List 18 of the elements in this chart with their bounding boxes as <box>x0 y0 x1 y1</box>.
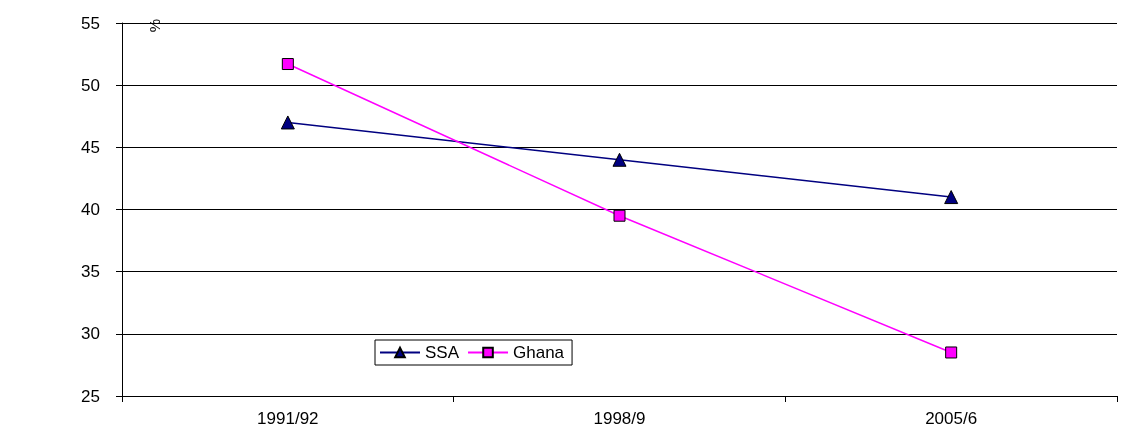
point <box>612 152 627 167</box>
y-tick-label: 55 <box>81 13 100 33</box>
point <box>945 346 958 359</box>
y-tick-label: 45 <box>81 137 100 157</box>
y-tick-label: 25 <box>81 386 100 406</box>
legend-label: SSA <box>425 343 460 362</box>
point <box>280 115 295 130</box>
point <box>944 190 959 205</box>
point <box>281 58 294 71</box>
legend-label: Ghana <box>513 343 565 362</box>
y-tick-label: 35 <box>81 262 100 282</box>
x-tick-label: 2005/6 <box>925 409 978 428</box>
y-tick-label: 50 <box>81 75 100 95</box>
point <box>613 209 626 222</box>
y-tick-label: 30 <box>81 324 100 344</box>
x-tick-label: 1998/9 <box>593 409 646 428</box>
x-tick-label: 1991/92 <box>257 409 319 428</box>
y-tick-label: 40 <box>81 200 100 219</box>
